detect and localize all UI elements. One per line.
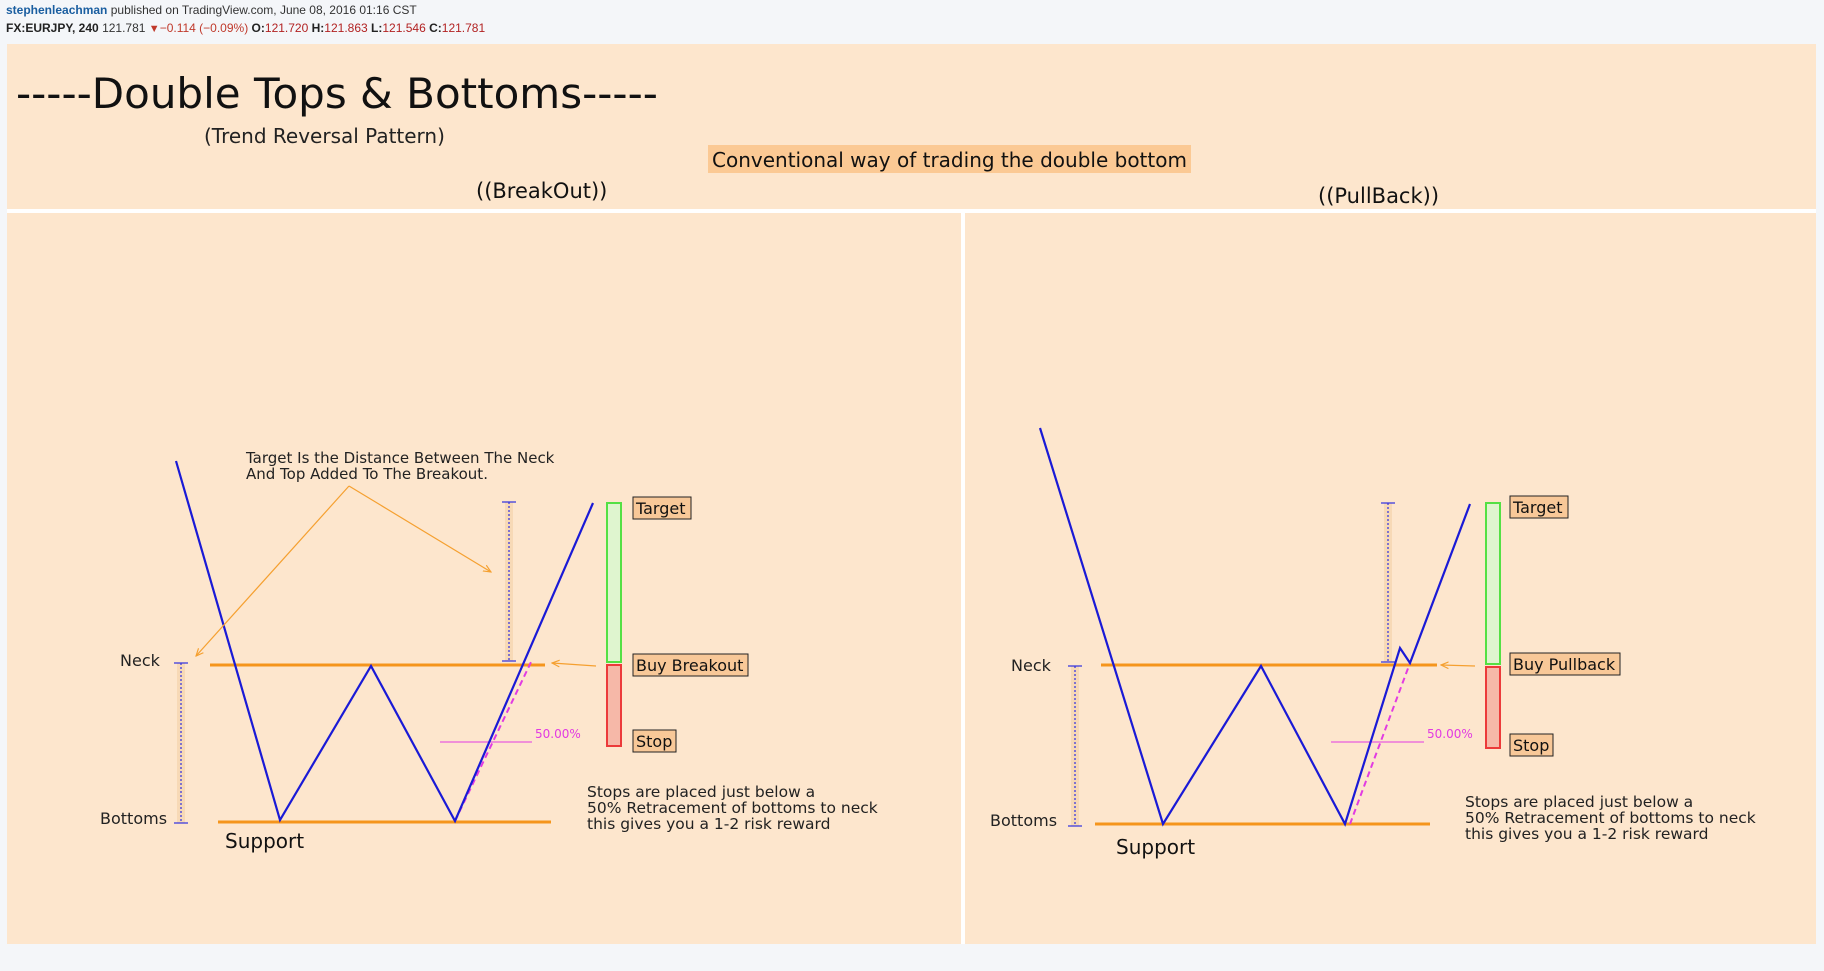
measure-band-right bbox=[1384, 503, 1392, 662]
target-label-box bbox=[1509, 495, 1569, 519]
pullback-panel: ((PullBack)) 50.00% Target Buy Pullback Stop… bbox=[990, 184, 1756, 859]
entry-label-box bbox=[632, 653, 749, 677]
low-value: 121.546 bbox=[382, 21, 426, 35]
chart-subtitle: (Trend Reversal Pattern) bbox=[204, 124, 445, 148]
chart-background bbox=[7, 44, 1816, 944]
target-label-box bbox=[632, 496, 692, 520]
price-change: −0.114 (−0.09%) bbox=[159, 21, 249, 35]
publish-info: published on TradingView.com, June 08, 2… bbox=[110, 3, 417, 17]
banner-background bbox=[708, 145, 1191, 173]
double-bottom-pattern-line bbox=[1038, 427, 1472, 827]
close-label: C: bbox=[429, 21, 442, 35]
open-label: O: bbox=[251, 21, 265, 35]
stop-label-box bbox=[632, 729, 677, 753]
stop-note-line: this gives you a 1-2 risk reward bbox=[1465, 825, 1708, 843]
stop-label: Stop bbox=[1513, 736, 1549, 755]
stop-label: Stop bbox=[636, 732, 672, 751]
panel-heading: ((BreakOut)) bbox=[476, 179, 607, 203]
stop-note-line: this gives you a 1-2 risk reward bbox=[587, 815, 830, 833]
entry-arrow bbox=[1441, 665, 1476, 666]
target-box bbox=[1485, 502, 1501, 665]
target-note-arrow-1 bbox=[196, 485, 350, 656]
stop-note-line: Stops are placed just below a bbox=[1465, 793, 1693, 811]
breakout-panel: ((BreakOut)) 50.00% Target Buy Breakout Stop… bbox=[100, 179, 878, 853]
stop-note-line: 50% Retracement of bottoms to neck bbox=[1465, 809, 1756, 827]
stop-note-line: Stops are placed just below a bbox=[587, 783, 815, 801]
support-label: Support bbox=[225, 829, 304, 853]
fib-50-label: 50.00% bbox=[535, 727, 581, 741]
bottoms-label: Bottoms bbox=[990, 811, 1057, 830]
symbol-line: FX:EURJPY, 240 121.781 ▼−0.114 (−0.09%) … bbox=[6, 21, 485, 35]
publish-line: stephenleachman published on TradingView… bbox=[6, 3, 417, 17]
bottoms-label: Bottoms bbox=[100, 809, 167, 828]
banner-text: Conventional way of trading the double b… bbox=[712, 148, 1187, 172]
entry-label-box bbox=[1509, 652, 1621, 676]
support-label: Support bbox=[1116, 835, 1195, 859]
stop-label-box bbox=[1509, 733, 1554, 757]
high-label: H: bbox=[311, 21, 325, 35]
double-bottom-pattern-line bbox=[174, 460, 595, 824]
high-value: 121.863 bbox=[324, 21, 368, 35]
stop-box bbox=[1485, 666, 1501, 749]
target-label: Target bbox=[1512, 498, 1563, 517]
target-box bbox=[606, 502, 622, 663]
neck-label: Neck bbox=[1011, 656, 1052, 675]
panel-heading: ((PullBack)) bbox=[1318, 184, 1439, 208]
chart-title: -----Double Tops & Bottoms----- bbox=[16, 69, 658, 118]
last-price: 121.781 bbox=[102, 21, 146, 35]
target-note-arrow-2 bbox=[348, 485, 491, 572]
target-label: Target bbox=[635, 499, 686, 518]
entry-arrow bbox=[552, 663, 597, 666]
stop-box bbox=[606, 664, 622, 747]
target-note-line: Target Is the Distance Between The Neck bbox=[245, 449, 555, 467]
entry-label: Buy Breakout bbox=[636, 656, 743, 675]
down-arrow-icon: ▼ bbox=[148, 23, 160, 35]
retracement-dashed-line bbox=[1349, 662, 1411, 825]
fib-50-label: 50.00% bbox=[1427, 727, 1473, 741]
author-link[interactable]: stephenleachman bbox=[6, 3, 108, 17]
neck-label: Neck bbox=[120, 651, 161, 670]
bottom-strip bbox=[0, 944, 1824, 971]
close-value: 121.781 bbox=[441, 21, 486, 35]
open-value: 121.720 bbox=[264, 21, 309, 35]
measure-band-right bbox=[505, 502, 513, 661]
target-note-line: And Top Added To The Breakout. bbox=[246, 465, 488, 483]
symbol: FX:EURJPY, 240 bbox=[6, 21, 99, 35]
low-label: L: bbox=[371, 21, 383, 35]
entry-label: Buy Pullback bbox=[1513, 655, 1616, 674]
stop-note-line: 50% Retracement of bottoms to neck bbox=[587, 799, 878, 817]
